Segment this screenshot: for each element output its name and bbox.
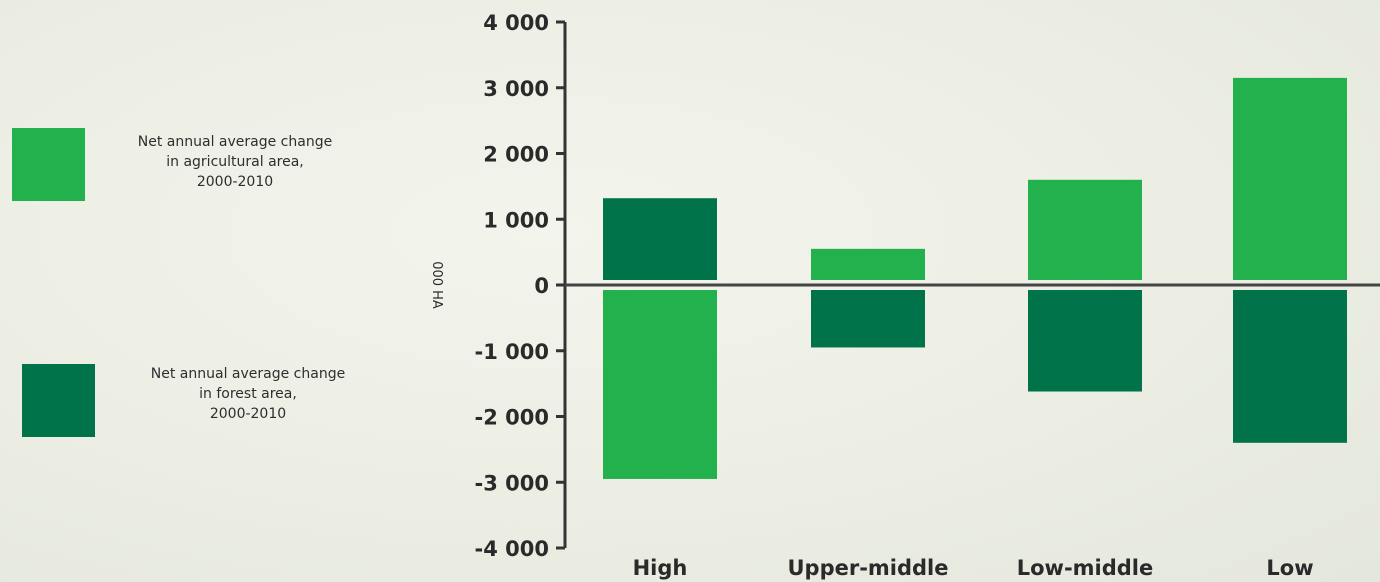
x-category-label: Upper-middle	[787, 556, 948, 580]
y-tick-label: -3 000	[475, 471, 549, 495]
y-tick-label: -4 000	[475, 537, 549, 561]
bar-forest-high	[603, 198, 717, 280]
bars-group	[603, 77, 1347, 479]
y-tick-label: 3 000	[483, 77, 549, 101]
x-category-label: Low	[1266, 556, 1313, 580]
legend-line: Net annual average change	[137, 134, 333, 150]
legend-line: Net annual average change	[150, 366, 346, 382]
bar-forest-low	[1233, 290, 1347, 443]
bar-agricultural-low-middle	[1028, 179, 1142, 280]
y-tick-label: 0	[534, 274, 549, 298]
bar-agricultural-upper-middle	[811, 248, 925, 280]
y-tick-label: -2 000	[475, 406, 549, 430]
y-axis: 4 000 3 000 2 000 1 000 0 -1 000 -2 000 -3 000 -…	[429, 11, 1380, 561]
y-tick-label: -1 000	[475, 340, 549, 364]
bar-agricultural-high	[603, 290, 717, 479]
legend-swatch-forest	[22, 364, 95, 437]
legend-swatch-agricultural	[12, 128, 85, 201]
y-tick-label: 2 000	[483, 143, 549, 167]
bar-agricultural-low	[1233, 77, 1347, 280]
legend-line: in forest area,	[199, 386, 297, 402]
y-tick-label: 4 000	[483, 11, 549, 35]
legend-line: in agricultural area,	[166, 154, 304, 170]
y-tick-label: 1 000	[483, 208, 549, 232]
bar-forest-upper-middle	[811, 290, 925, 348]
legend-line: 2000-2010	[209, 406, 287, 422]
x-category-label: Low-middle	[1017, 556, 1154, 580]
x-category-label: High	[633, 556, 688, 580]
legend-line: 2000-2010	[196, 174, 274, 190]
x-axis-labels: High Upper-middle Low-middle Low	[633, 556, 1314, 580]
y-axis-label: 000 HA	[429, 261, 444, 309]
legend-label-agricultural: Net annual average change in agricultura…	[85, 132, 385, 192]
legend-label-forest: Net annual average change in forest area…	[98, 364, 398, 424]
bar-forest-low-middle	[1028, 290, 1142, 392]
